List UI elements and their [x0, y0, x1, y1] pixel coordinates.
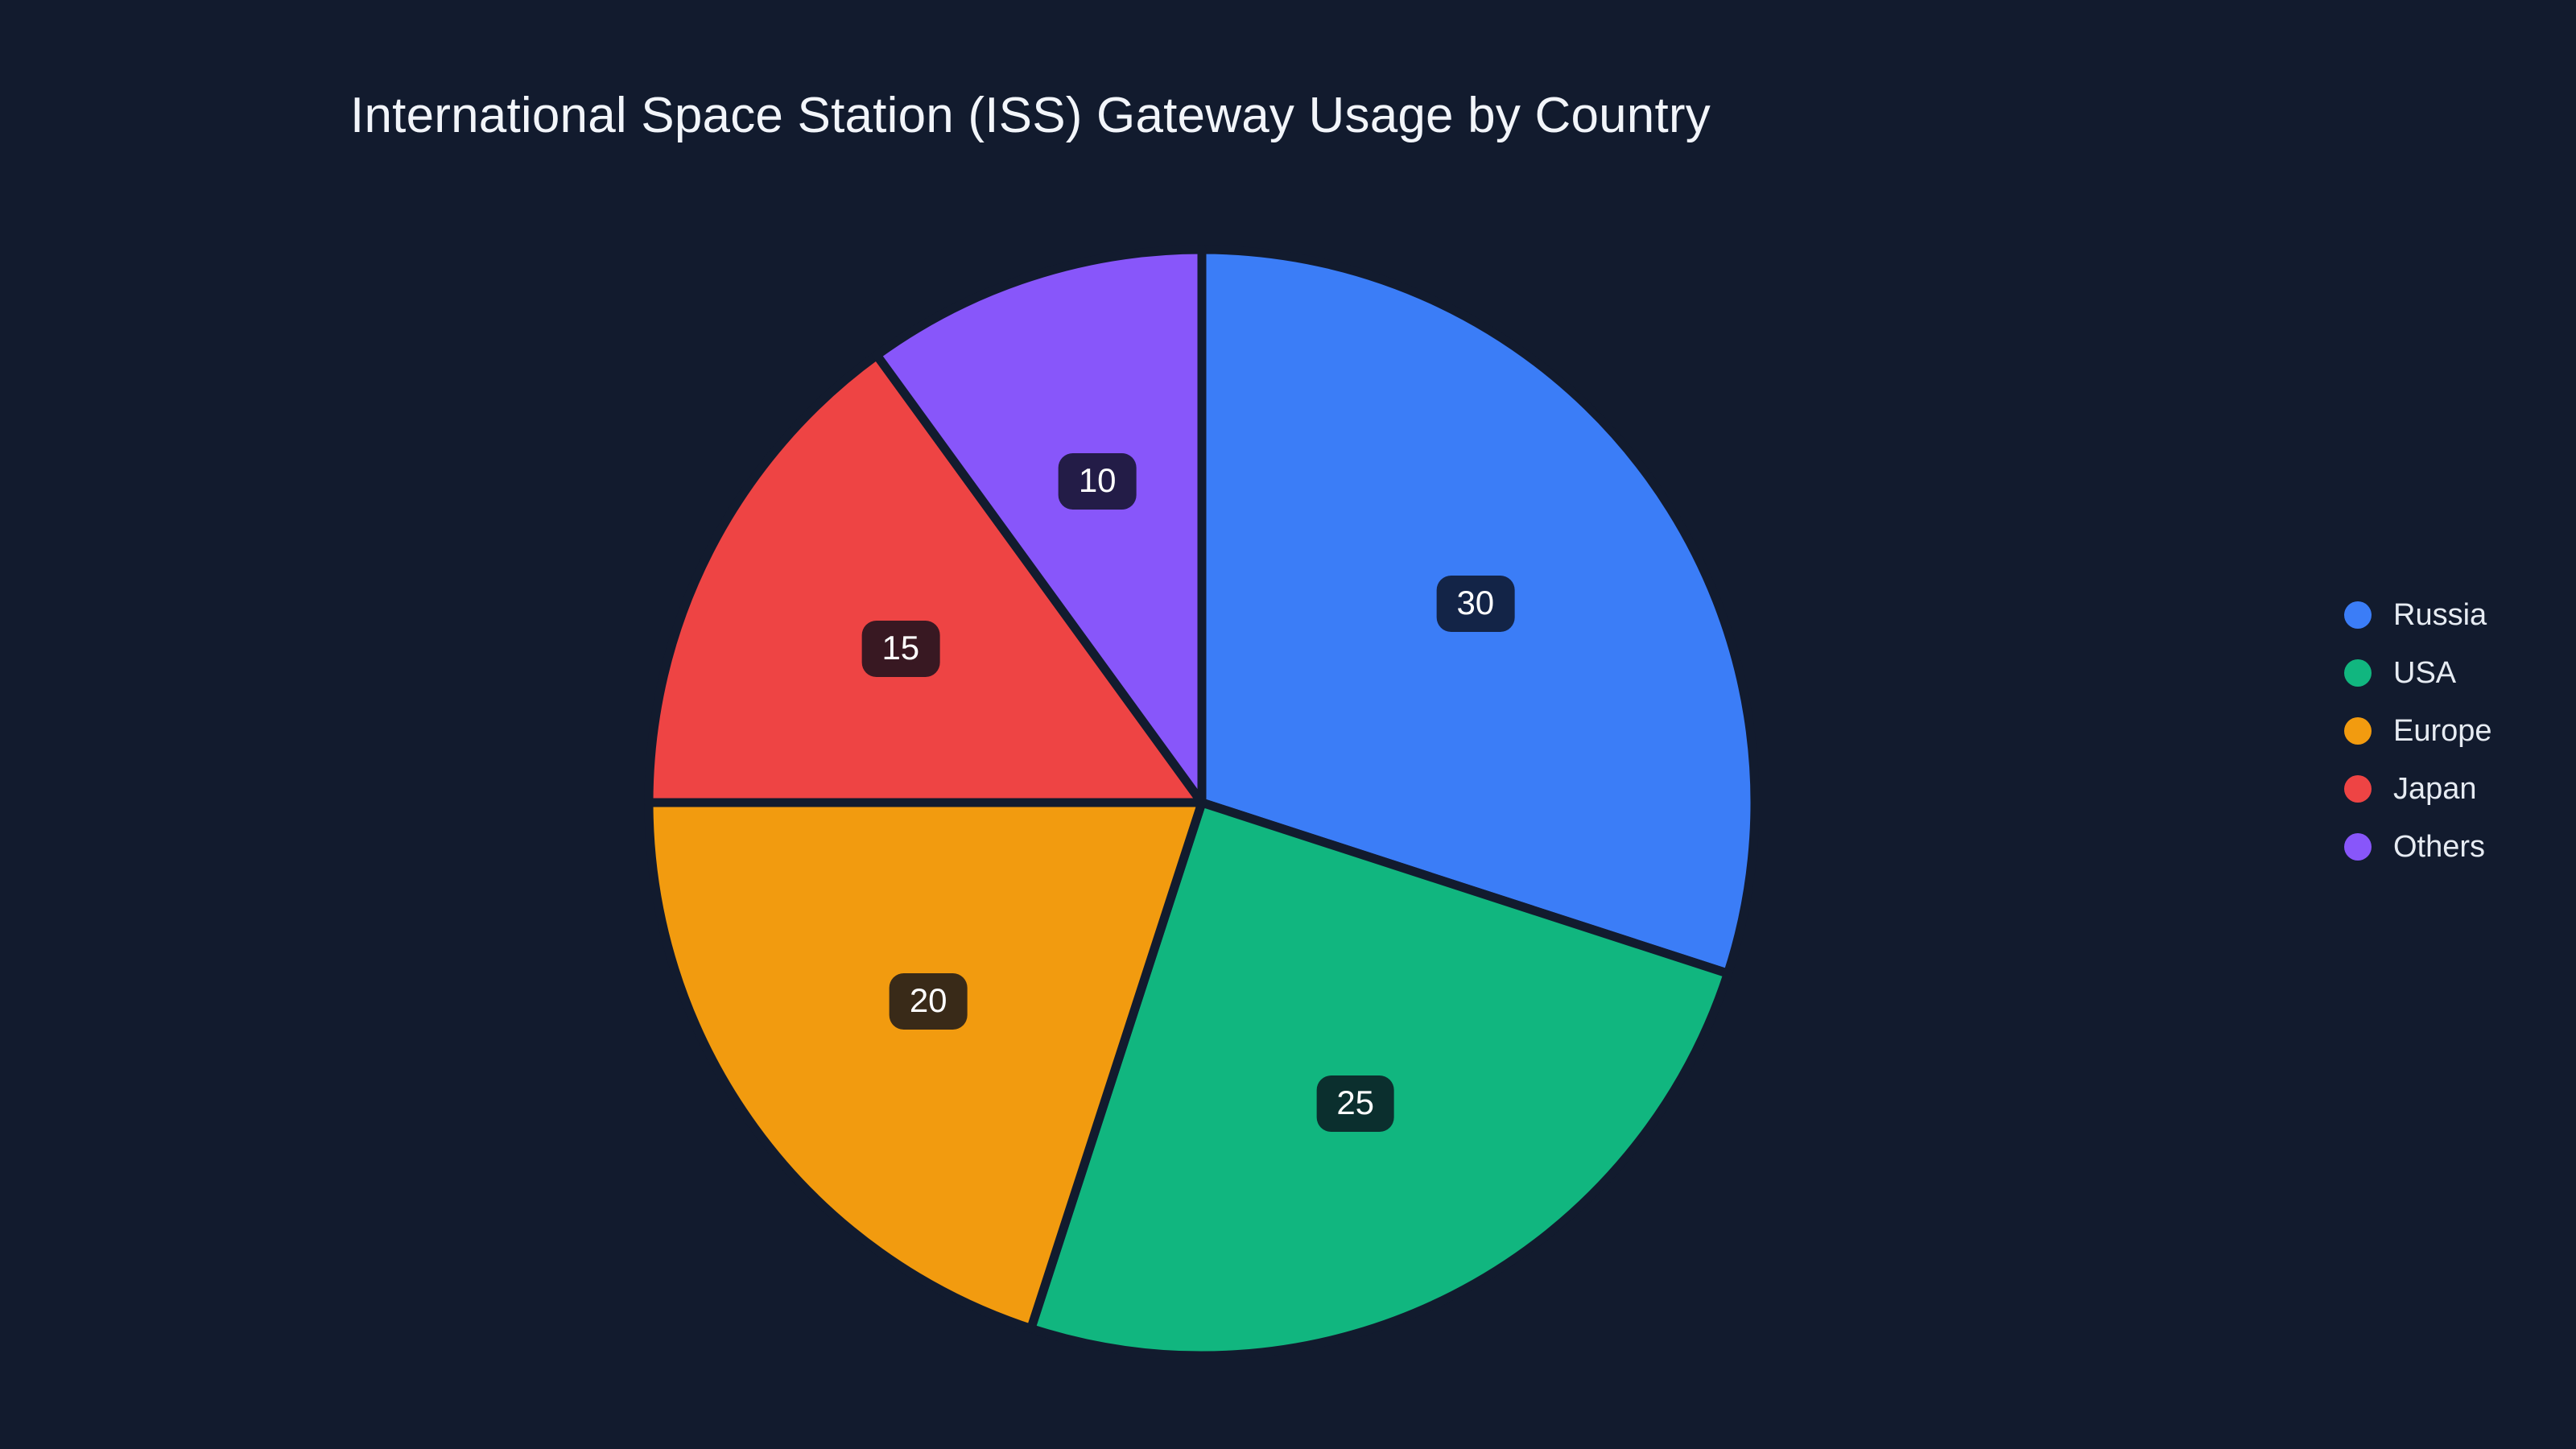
legend-swatch-icon: [2344, 601, 2372, 629]
pie-slice-europe[interactable]: [644, 798, 1207, 1333]
legend-item-others[interactable]: Others: [2344, 818, 2492, 876]
slice-value-label-others: 10: [1058, 452, 1137, 510]
legend-swatch-icon: [2344, 659, 2372, 687]
slice-value-label-europe: 20: [889, 972, 968, 1030]
pie-slice-japan[interactable]: [644, 350, 1207, 807]
legend-item-label: USA: [2393, 656, 2457, 690]
legend-item-label: Europe: [2393, 714, 2492, 748]
legend-swatch-icon: [2344, 833, 2372, 861]
legend-item-japan[interactable]: Japan: [2344, 760, 2492, 818]
slice-value-label-russia: 30: [1436, 576, 1515, 633]
legend-item-usa[interactable]: USA: [2344, 644, 2492, 702]
legend-item-europe[interactable]: Europe: [2344, 702, 2492, 760]
legend-item-label: Japan: [2393, 772, 2477, 806]
pie-slice-others[interactable]: [872, 245, 1207, 807]
chart-title: International Space Station (ISS) Gatewa…: [350, 88, 1711, 143]
legend-swatch-icon: [2344, 717, 2372, 745]
legend-item-label: Others: [2393, 830, 2486, 864]
slice-value-label-usa: 25: [1316, 1075, 1395, 1133]
slice-value-label-japan: 15: [861, 621, 940, 678]
chart-legend: Russia USA Europe Japan Others: [2344, 586, 2492, 876]
legend-swatch-icon: [2344, 775, 2372, 803]
legend-item-russia[interactable]: Russia: [2344, 586, 2492, 644]
legend-item-label: Russia: [2393, 598, 2487, 632]
pie-slices-group: [644, 245, 1760, 1360]
